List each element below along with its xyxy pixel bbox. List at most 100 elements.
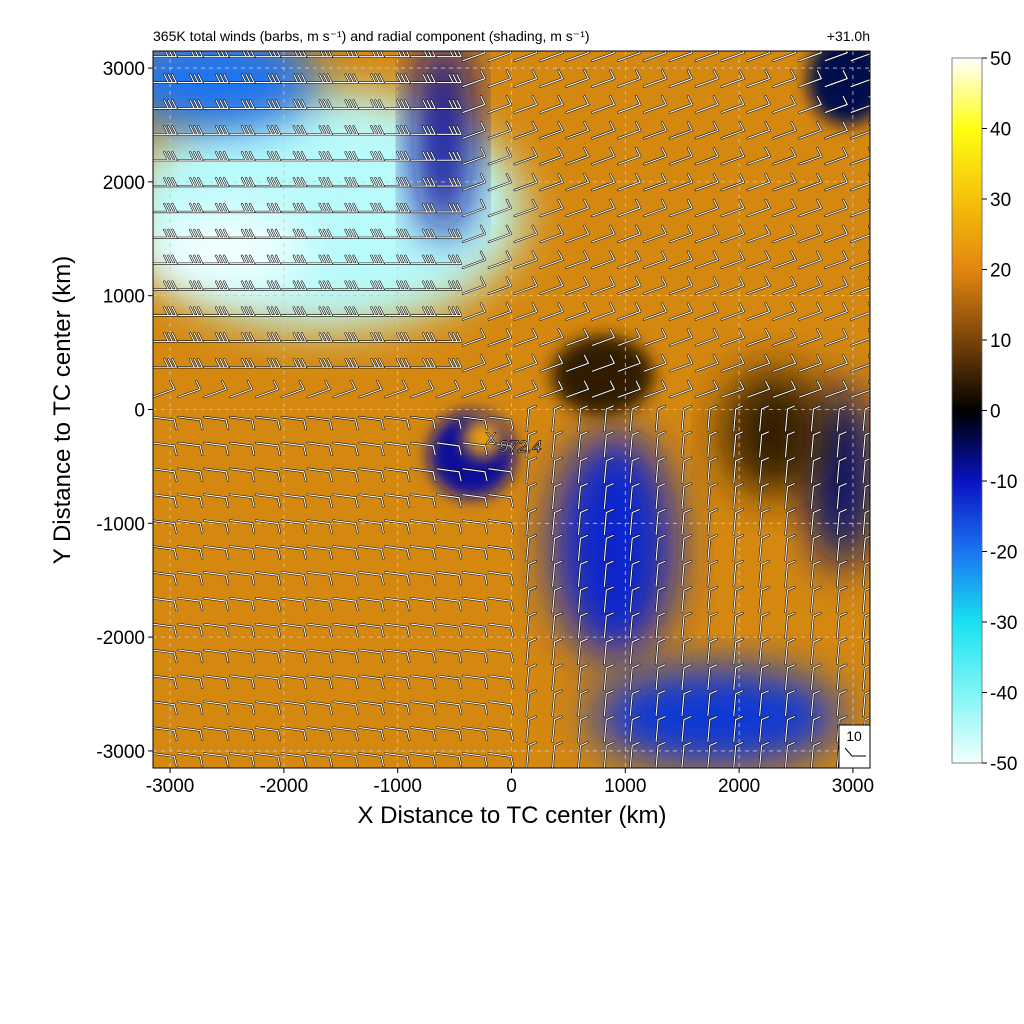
wind-barb [629, 638, 640, 665]
wind-barb [552, 690, 563, 717]
wind-barb [850, 53, 870, 62]
wind-barb [681, 690, 692, 717]
wind-barb [229, 468, 255, 482]
y-tick-label: 0 [134, 401, 145, 422]
wind-barb [255, 125, 281, 135]
wind-barb [629, 457, 640, 484]
wind-barb [733, 638, 744, 665]
wind-barb [784, 612, 796, 639]
wind-barb [255, 99, 281, 110]
wind-barb [255, 151, 281, 161]
wind-barb [810, 534, 821, 561]
wind-barb [669, 225, 693, 243]
wind-barb [462, 571, 488, 585]
wind-barb [643, 251, 667, 269]
wind-barb [565, 251, 590, 269]
wind-barb [203, 281, 229, 291]
wind-barb [681, 716, 692, 743]
wind-barb [281, 177, 307, 187]
wind-barb [784, 741, 796, 768]
wind-barb [203, 151, 229, 161]
wind-barb [772, 95, 797, 114]
wind-barb [577, 716, 589, 743]
colorbar: 50 40 30 20 10 0 -10 -20 -30 -40 -50 [951, 49, 1017, 775]
wind-barb [514, 121, 538, 139]
wind-barb [603, 560, 614, 587]
wind-barb [681, 664, 692, 691]
wind-barb [436, 727, 462, 741]
wind-barb [332, 229, 359, 239]
wind-barb [153, 125, 177, 135]
wind-barb [410, 623, 436, 637]
forecast-hour: +31.0h [827, 28, 870, 44]
colorbar-tick-label: 30 [990, 190, 1011, 211]
wind-barb [281, 468, 307, 482]
wind-barb [526, 741, 537, 768]
wind-barb [591, 95, 615, 114]
wind-barb [488, 494, 514, 508]
wind-barb [810, 716, 821, 743]
wind-barb [810, 664, 821, 691]
wind-barb [526, 508, 537, 536]
wind-barb [591, 70, 615, 88]
wind-barb [552, 664, 563, 691]
wind-barb [384, 545, 410, 559]
wind-barb [410, 151, 436, 161]
wind-barb [721, 277, 745, 295]
wind-barb [721, 328, 745, 346]
wind-barb [824, 251, 848, 269]
wind-barb [177, 74, 203, 84]
wind-barb [255, 675, 281, 689]
wind-barb [643, 147, 667, 165]
wind-barb [643, 302, 667, 321]
wind-barb [384, 416, 410, 430]
wind-barb [577, 457, 589, 484]
wind-barb [824, 354, 848, 372]
wind-barb [153, 675, 177, 689]
wind-barb [488, 571, 514, 585]
wind-barb [552, 716, 563, 743]
wind-barb [153, 51, 177, 58]
wind-barb [255, 203, 281, 213]
wind-barb [462, 199, 486, 217]
wind-barb [759, 612, 770, 639]
wind-barb [617, 354, 641, 372]
wind-barb [358, 177, 384, 187]
wind-barb [436, 177, 462, 187]
wind-barb [384, 51, 410, 58]
wind-barb [384, 380, 408, 398]
wind-barb [229, 752, 255, 767]
wind-barb [436, 203, 462, 213]
wind-barb [759, 716, 770, 743]
field-feature-7 [807, 51, 870, 125]
wind-barb [759, 508, 770, 536]
wind-barb [784, 586, 796, 613]
wind-barb [798, 95, 822, 114]
wind-barb [526, 405, 537, 432]
wind-barb [810, 586, 821, 613]
wind-barb [332, 177, 359, 187]
wind-barb [488, 70, 512, 88]
x-tick-label: -3000 [146, 776, 195, 797]
y-tick-label: -1000 [96, 514, 145, 535]
wind-barb [810, 457, 821, 484]
wind-barb [462, 121, 486, 139]
wind-barb [384, 675, 410, 689]
wind-barb [153, 649, 177, 663]
wind-barb [603, 586, 614, 613]
wind-barb [591, 302, 615, 321]
wind-barb [655, 586, 666, 613]
wind-barb [436, 125, 462, 135]
wind-barb [153, 281, 177, 291]
wind-barb [759, 431, 770, 458]
wind-barb [617, 380, 641, 398]
field-feature-1 [153, 210, 307, 290]
wind-barbs [153, 51, 870, 768]
wind-barb [462, 251, 486, 269]
wind-barb [643, 199, 667, 217]
wind-barb [603, 405, 614, 432]
wind-barb [617, 121, 641, 139]
y-tick-label: -3000 [96, 742, 145, 763]
wind-barb [772, 70, 797, 88]
wind-barb [617, 173, 641, 191]
